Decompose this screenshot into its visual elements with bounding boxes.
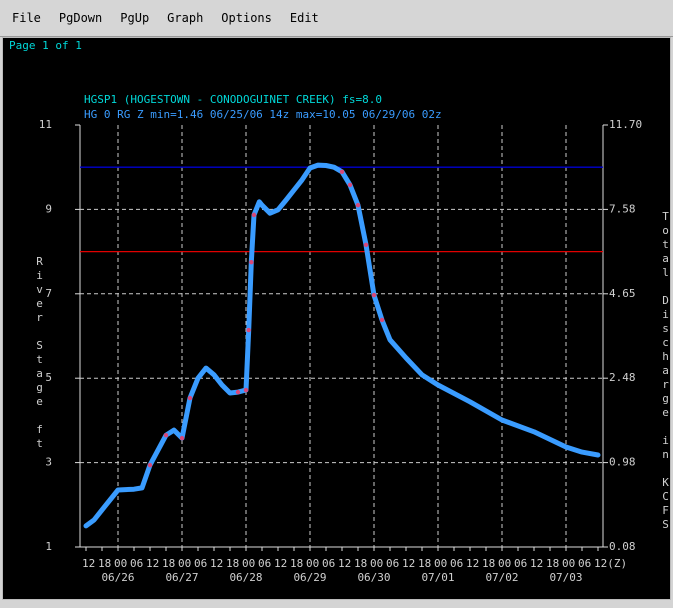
y2-axis-label: Total Discharge in KCFS [659, 210, 672, 532]
x-date-label: 06/30 [357, 571, 390, 584]
menu-bar: File PgDown PgUp Graph Options Edit [0, 0, 673, 37]
x-tick-label: 00 [370, 557, 383, 570]
x-tick-label: 18 [482, 557, 495, 570]
x-tick-label: 06 [258, 557, 271, 570]
stage-dot [187, 395, 193, 401]
menu-item[interactable]: Edit [289, 11, 319, 25]
stage-line [83, 162, 601, 529]
stage-dot [147, 462, 153, 468]
x-date-label: 06/28 [229, 571, 262, 584]
stage-dot [339, 169, 345, 175]
menu-item[interactable]: Graph [167, 11, 204, 25]
graph-window [2, 37, 671, 600]
x-tick-label: 06 [578, 557, 591, 570]
menu-item[interactable]: PgDown [58, 11, 103, 25]
menu-item[interactable]: PgUp [120, 11, 150, 25]
x-tick-label: 00 [306, 557, 319, 570]
y2-tick-label: 4.65 [609, 287, 636, 300]
x-tick-label: 18 [290, 557, 303, 570]
y-tick-label: 1 [45, 540, 52, 553]
x-tick-label: 00 [114, 557, 127, 570]
x-tick-label: 06 [194, 557, 207, 570]
stage-dot [251, 212, 257, 218]
y-tick-label: 9 [45, 202, 52, 215]
menu-item[interactable]: File [12, 11, 41, 25]
x-tick-label: 06 [450, 557, 463, 570]
stage-dot [371, 292, 377, 298]
x-tick-label: 18 [546, 557, 559, 570]
stage-dot [163, 432, 169, 438]
y-tick-label: 7 [45, 287, 52, 300]
x-date-label: 07/03 [549, 571, 582, 584]
x-tick-label: 12 [402, 557, 415, 570]
x-tick-label: 18 [162, 557, 175, 570]
stage-dot [363, 242, 369, 248]
stage-dot [243, 387, 249, 393]
chart-subtitle: HG 0 RG Z min=1.46 06/25/06 14z max=10.0… [84, 108, 442, 121]
x-tick-label: 18 [418, 557, 431, 570]
x-tick-label: 18 [98, 557, 111, 570]
chart-title: HGSP1 (HOGESTOWN - CONODOGUINET CREEK) f… [84, 93, 382, 106]
x-tick-label: 12 [466, 557, 479, 570]
x-date-label: 06/29 [293, 571, 326, 584]
page-label: Page 1 of 1 [9, 39, 82, 52]
stage-dot [347, 182, 353, 188]
x-tick-label: 00 [562, 557, 575, 570]
x-date-label: 06/27 [165, 571, 198, 584]
y-axis-label: River Stage ft [33, 255, 46, 451]
x-date-label: 07/02 [485, 571, 518, 584]
y2-tick-label: 0.08 [609, 540, 636, 553]
stage-dot [235, 389, 241, 395]
x-tick-label: 06 [514, 557, 527, 570]
y2-tick-label: 2.48 [609, 371, 636, 384]
y2-tick-label: 0.98 [609, 456, 636, 469]
x-tick-label: 12 [82, 557, 95, 570]
x-tick-label: 12 [210, 557, 223, 570]
x-tick-label: 12 [338, 557, 351, 570]
x-tick-label: 06 [130, 557, 143, 570]
x-tick-label: 06 [386, 557, 399, 570]
x-date-label: 06/26 [101, 571, 134, 584]
stage-dot [179, 435, 185, 441]
x-tick-label: 18 [354, 557, 367, 570]
y-tick-label: 3 [45, 456, 52, 469]
x-tick-label: 06 [322, 557, 335, 570]
x-tick-label: 18 [226, 557, 239, 570]
y2-tick-label: 7.58 [609, 202, 636, 215]
stage-dot [355, 202, 361, 208]
y-tick-label: 11 [39, 118, 52, 131]
x-tick-label: 00 [498, 557, 511, 570]
x-tick-label: 00 [434, 557, 447, 570]
x-tick-label: 12 [530, 557, 543, 570]
stage-dot [249, 259, 254, 265]
x-tick-label: 00 [242, 557, 255, 570]
x-tick-label: 12(Z) [594, 557, 627, 570]
x-date-label: 07/01 [421, 571, 454, 584]
x-tick-label: 12 [146, 557, 159, 570]
x-tick-label: 00 [178, 557, 191, 570]
stage-dot [379, 317, 385, 323]
y-tick-label: 5 [45, 371, 52, 384]
stage-dot [246, 327, 251, 333]
menu-item[interactable]: Options [221, 11, 272, 25]
y2-tick-label: 11.70 [609, 118, 642, 131]
x-tick-label: 12 [274, 557, 287, 570]
